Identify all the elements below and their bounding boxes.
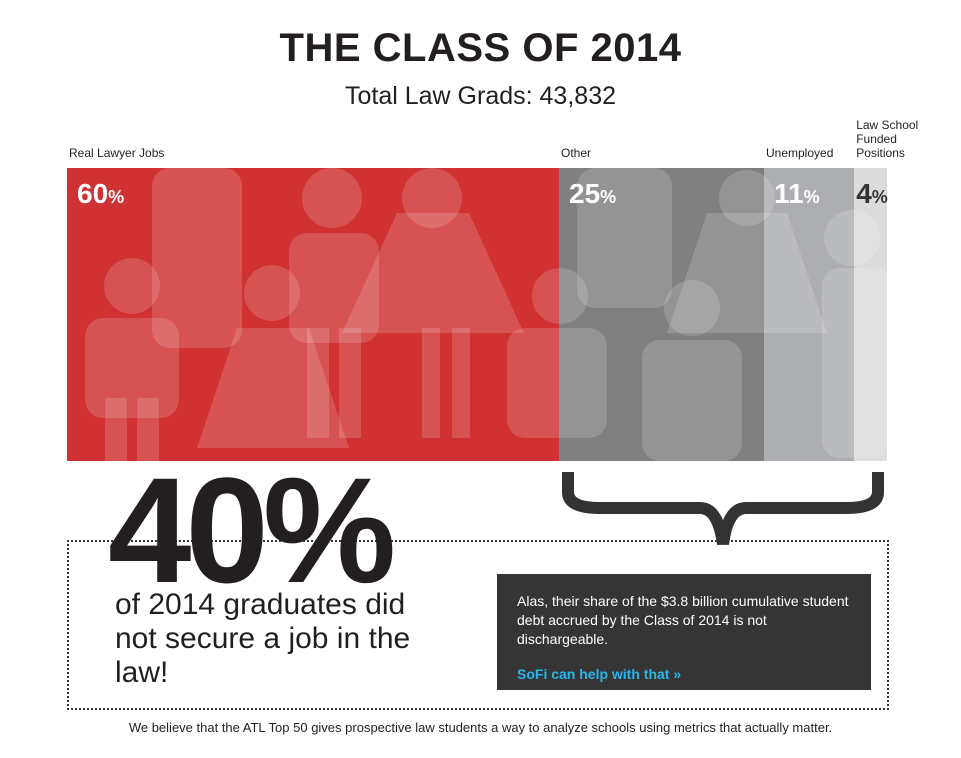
chart-subtitle: Total Law Grads: 43,832: [345, 82, 616, 110]
value-label: 11%: [774, 178, 820, 209]
value-label: 4%: [856, 178, 888, 209]
brace: [562, 472, 884, 545]
bar-segment: [764, 168, 855, 461]
footer: We believe that the ATL Top 50 gives pro…: [128, 720, 833, 735]
legend-label: Unemployed: [766, 146, 834, 160]
summary-box: [67, 540, 889, 710]
highlight-value: 40%: [108, 446, 396, 614]
figures: [85, 168, 887, 461]
note-box: Alas, their share of the $3.8 billion cu…: [497, 574, 871, 690]
cta-link[interactable]: SoFi can help with that »: [517, 666, 682, 682]
decorative-figures: [85, 168, 887, 461]
legend-label: Other: [561, 146, 592, 160]
highlight-text: of 2014 graduates did not secure a job i…: [115, 588, 411, 689]
note-text: Alas, their share of the $3.8 billion cu…: [517, 593, 849, 647]
value-label: 60%: [77, 178, 125, 209]
bar-segment: [67, 168, 559, 461]
bar-segment: [559, 168, 764, 461]
legend-label: Real Lawyer Jobs: [69, 146, 165, 160]
bar-segment: [854, 168, 887, 461]
value-label: 25%: [569, 178, 617, 209]
legend-label: Law School Funded Positions: [856, 118, 919, 160]
chart-title: THE CLASS OF 2014: [279, 26, 682, 70]
